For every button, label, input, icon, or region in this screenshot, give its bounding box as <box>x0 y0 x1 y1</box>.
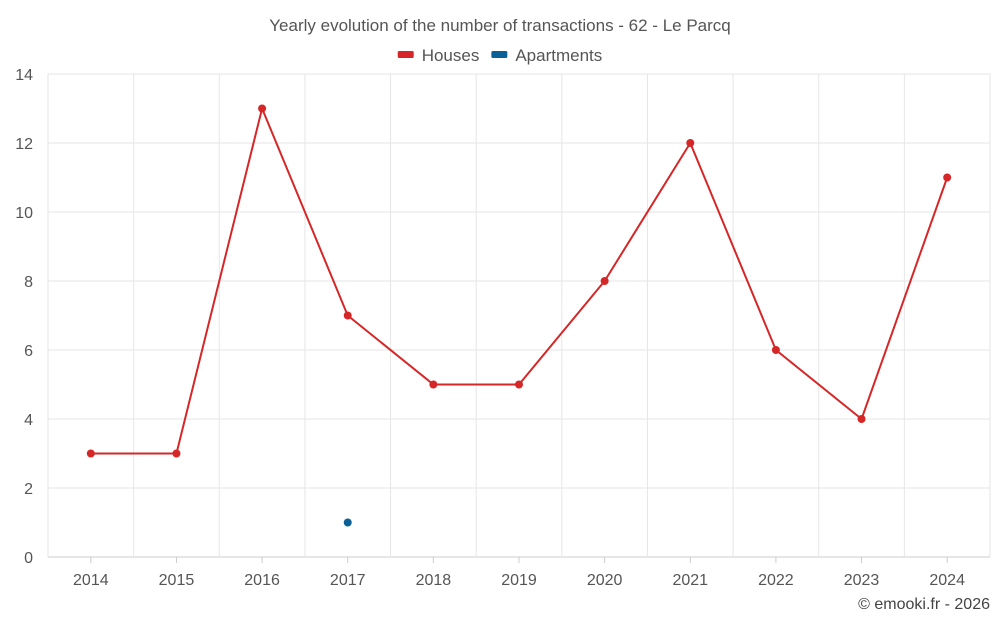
data-point-apartments[interactable] <box>343 518 352 527</box>
x-tick-label: 2024 <box>929 572 965 589</box>
legend-label: Apartments <box>515 46 602 65</box>
x-tick-label: 2016 <box>244 572 280 589</box>
legend-swatch <box>397 51 414 58</box>
chart-title: Yearly evolution of the number of transa… <box>269 16 730 35</box>
y-axis: 0 2 4 6 8 10 12 14 <box>15 67 33 567</box>
series-houses <box>86 104 952 458</box>
series-apartments <box>343 518 352 527</box>
data-point-houses[interactable] <box>258 104 267 113</box>
data-point-houses[interactable] <box>343 311 352 320</box>
x-tick-label: 2014 <box>73 572 109 589</box>
data-point-houses[interactable] <box>172 449 181 458</box>
data-point-houses[interactable] <box>943 173 952 182</box>
data-point-houses[interactable] <box>771 346 780 354</box>
series-layer <box>86 104 952 527</box>
y-tick-label: 14 <box>15 67 33 84</box>
x-axis: 2014 2015 2016 2017 2018 2019 2020 2021 2022 2023… <box>73 572 965 589</box>
data-point-houses[interactable] <box>600 277 609 285</box>
legend-swatch <box>491 51 508 58</box>
data-point-houses[interactable] <box>86 449 95 458</box>
y-tick-label: 4 <box>24 412 33 429</box>
x-tick-label: 2018 <box>416 572 452 589</box>
y-tick-label: 10 <box>15 205 33 222</box>
y-tick-label: 12 <box>15 136 33 153</box>
data-point-houses[interactable] <box>857 415 866 423</box>
data-point-houses[interactable] <box>429 380 438 389</box>
x-tick-label: 2019 <box>501 572 537 589</box>
y-tick-label: 6 <box>24 343 33 360</box>
credit-text: © emooki.fr - 2026 <box>858 596 990 613</box>
x-tick-label: 2022 <box>758 572 794 589</box>
x-tick-label: 2020 <box>587 572 623 589</box>
legend: Houses Apartments <box>397 46 602 65</box>
data-point-houses[interactable] <box>686 139 695 147</box>
legend-item-apartments[interactable]: Apartments <box>491 46 602 65</box>
grid <box>47 73 991 563</box>
x-tick-label: 2015 <box>159 572 195 589</box>
data-point-houses[interactable] <box>515 380 523 389</box>
legend-label: Houses <box>422 46 480 65</box>
y-tick-label: 8 <box>24 274 33 291</box>
y-tick-label: 2 <box>24 481 33 498</box>
x-tick-label: 2017 <box>330 572 366 589</box>
y-tick-label: 0 <box>24 550 33 567</box>
legend-item-houses[interactable]: Houses <box>397 46 480 65</box>
x-tick-label: 2023 <box>844 572 880 589</box>
x-tick-label: 2021 <box>672 572 708 589</box>
